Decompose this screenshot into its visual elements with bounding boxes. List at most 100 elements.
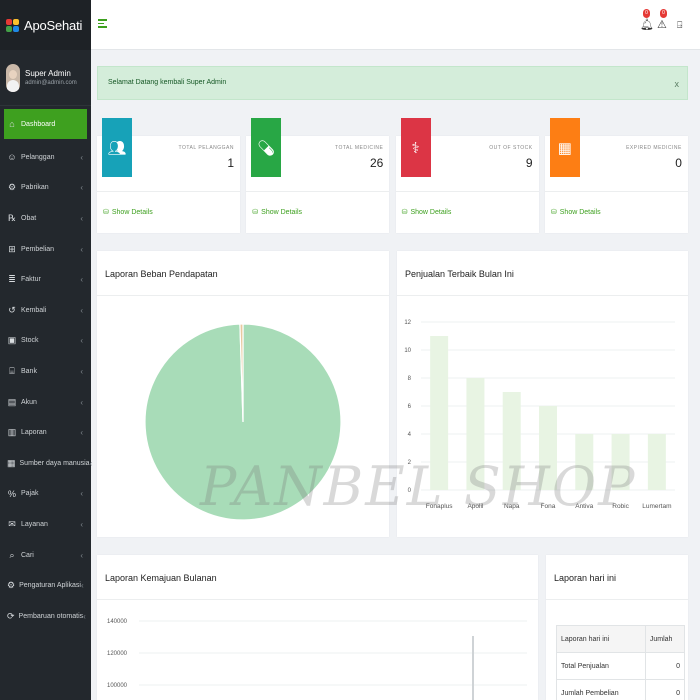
sidebar-item-akun[interactable]: ▤ Akun ‹ (0, 387, 91, 418)
show-details-link[interactable]: ⛁ Show Details (396, 192, 539, 216)
x-tick-label: Antiva (575, 503, 593, 510)
cart-icon: ⊞ (8, 243, 16, 254)
search-icon: ⌕ (9, 549, 15, 560)
stat-card: ▦ EXPIRED MEDICINE 0 ⛁ Show Details (544, 118, 688, 233)
sidebar-item-pembelian[interactable]: ⊞ Pembelian ‹ (0, 234, 91, 265)
stat-card: ⚕ OUT OF STOCK 9 ⛁ Show Details (395, 118, 539, 233)
today-panel: Laporan hari ini Laporan hari ini Jumlah … (546, 555, 688, 700)
sidebar-item-pabrikan[interactable]: ⚙ Pabrikan ‹ (0, 173, 91, 204)
show-details-link[interactable]: ⛁ Show Details (97, 192, 240, 216)
stat-value: 0 (675, 156, 682, 170)
stat-label: OUT OF STOCK (489, 145, 533, 151)
stat-value: 9 (525, 156, 533, 170)
chevron-left-icon: ‹ (80, 183, 83, 193)
stat-label: EXPIRED MEDICINE (626, 145, 682, 151)
invoice-icon: ≣ (8, 274, 16, 285)
warning-icon[interactable]: ⚠ 0 (657, 9, 667, 31)
sidebar-item-label: Pengaturan Aplikasi (19, 582, 81, 590)
pie-panel: Laporan Beban Pendapatan (97, 251, 389, 537)
sidebar-item-kembali[interactable]: ↺ Kembali ‹ (0, 295, 91, 326)
user-email: admin@admin.com (25, 80, 77, 86)
sidebar-item-dashboard[interactable]: ⌂ Dashboard (4, 109, 87, 139)
x-tick-label: Lumertam (642, 503, 671, 510)
y-tick-label: 6 (408, 404, 412, 410)
person-icon: ☺ (7, 152, 17, 163)
sidebar-item-bank[interactable]: ⌸ Bank ‹ (0, 356, 91, 387)
sidebar-item-label: Akun (21, 398, 37, 406)
pill-icon: ℞ (7, 212, 17, 223)
y-tick-label: 140000 (107, 619, 128, 625)
stat-value: 26 (369, 156, 384, 170)
chevron-left-icon: ‹ (89, 458, 93, 468)
pie-slice (239, 323, 244, 423)
sidebar-item-layanan[interactable]: ✉ Layanan ‹ (0, 509, 91, 540)
pie-panel-title: Laporan Beban Pendapatan (97, 251, 389, 296)
service-icon: ✉ (8, 518, 16, 529)
bell-icon[interactable]: 🔔︎ 0 (640, 9, 654, 31)
sidebar-nav: ⌂ Dashboard ☺ Pelanggan ‹ ⚙ Pabrikan ‹ ℞ Obat ‹ ⊞ Pe… (0, 109, 93, 632)
pills-icon: 💊︎ (251, 118, 282, 177)
update-icon: ⟳ (7, 610, 15, 621)
stat-card: 💊︎ TOTAL MEDICINE 26 ⛁ Show Details (246, 118, 390, 233)
sidebar-item-cari[interactable]: ⌕ Cari ‹ (0, 540, 91, 571)
bar-chart: 0 2 4 6 8 10 12 Fonaplus Apolil Napa Fona Antiva Rob… (404, 320, 675, 510)
sidebar-item-pengaturan-aplikasi[interactable]: ⚙ Pengaturan Aplikasi ‹ (0, 570, 91, 601)
bar (539, 406, 557, 490)
table-row: Jumlah Pembelian 0 (556, 679, 686, 700)
return-icon: ↺ (8, 304, 16, 315)
bar-panel-title: Penjualan Terbaik Bulan Ini (397, 251, 688, 296)
x-tick-label: Apolil (467, 503, 483, 510)
show-details-label: Show Details (559, 209, 601, 216)
pie-chart (144, 323, 342, 521)
table-row: Total Penjualan 0 (556, 652, 686, 680)
stat-label: TOTAL MEDICINE (334, 145, 384, 151)
sidebar: ApoSehati Super Admin admin@admin.com ⌂ D… (0, 0, 93, 700)
x-tick-label: Fonaplus (426, 503, 453, 510)
sidebar-item-pelanggan[interactable]: ☺ Pelanggan ‹ (0, 142, 91, 173)
brand[interactable]: ApoSehati (0, 0, 91, 50)
bar (502, 392, 521, 490)
sidebar-item-stock[interactable]: ▣ Stock ‹ (0, 326, 91, 357)
notification-badge: 0 (643, 9, 650, 18)
calendar-icon: ▦ (549, 118, 580, 177)
show-details-link[interactable]: ⛁ Show Details (246, 192, 389, 216)
chevron-left-icon: ‹ (83, 611, 86, 621)
sidebar-item-sumber-daya-manusia[interactable]: ▦ Sumber daya manusia ‹ (0, 448, 93, 479)
alert-close-button[interactable]: x (674, 79, 680, 89)
home-icon: ⌂ (9, 119, 15, 129)
sidebar-item-label: Pembelian (21, 245, 55, 253)
bar (647, 434, 666, 490)
bank-icon: ⌸ (9, 365, 15, 376)
chevron-left-icon: ‹ (80, 397, 83, 407)
sidebar-item-laporan[interactable]: ▥ Laporan ‹ (0, 417, 91, 448)
y-tick-label: 4 (408, 432, 412, 438)
box-icon: ▣ (7, 335, 17, 346)
link-icon: ⛁ (401, 209, 408, 216)
y-tick-label: 100000 (107, 683, 128, 689)
sidebar-item-label: Laporan (21, 429, 47, 437)
sidebar-item-label: Pajak (21, 490, 39, 498)
user-name: Super Admin (25, 69, 71, 78)
sidebar-item-label: Pabrikan (21, 184, 49, 192)
chevron-left-icon: ‹ (80, 336, 83, 346)
sidebar-item-pembaruan-otomatis[interactable]: ⟳ Pembaruan otomatis ‹ (0, 601, 91, 632)
today-panel-title: Laporan hari ini (546, 555, 688, 600)
chevron-left-icon: ‹ (80, 152, 83, 162)
sidebar-item-obat[interactable]: ℞ Obat ‹ (0, 203, 91, 234)
show-details-link[interactable]: ⛁ Show Details (545, 192, 688, 216)
menu-toggle-icon[interactable] (98, 19, 107, 28)
bar (430, 336, 449, 490)
line-panel: Laporan Kemajuan Bulanan 140000 120000 100… (97, 555, 538, 700)
logo-icon (6, 18, 19, 32)
y-tick-label: 120000 (107, 651, 128, 657)
tax-icon: % (7, 488, 16, 499)
sidebar-item-label: Layanan (21, 520, 48, 528)
sidebar-item-pajak[interactable]: % Pajak ‹ (0, 479, 91, 510)
factory-icon: ⚙ (7, 182, 17, 193)
welcome-alert: Selamat Datang kembali Super Admin x (97, 66, 688, 100)
avatar (6, 63, 20, 92)
logout-icon[interactable]: ⍈ (677, 20, 683, 30)
hr-icon: ▦ (7, 457, 16, 468)
sidebar-item-label: Faktur (21, 276, 41, 284)
sidebar-item-faktur[interactable]: ≣ Faktur ‹ (0, 264, 91, 295)
